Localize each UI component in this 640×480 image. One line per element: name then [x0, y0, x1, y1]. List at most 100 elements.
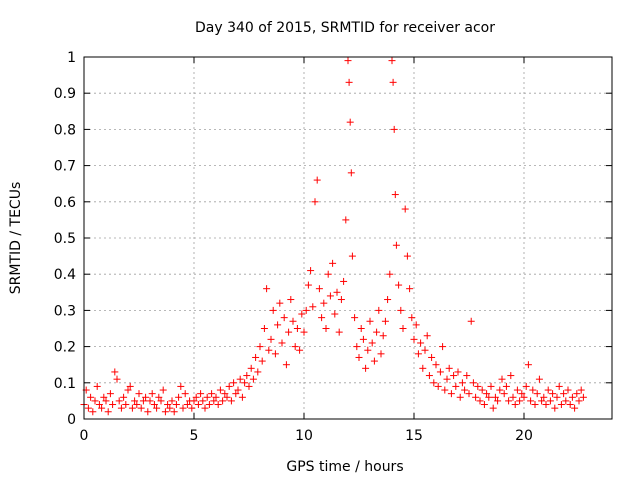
grid	[84, 57, 612, 419]
data-point	[377, 350, 385, 358]
data-point	[454, 368, 462, 376]
data-point	[131, 397, 139, 405]
data-point	[553, 393, 561, 401]
data-point	[391, 191, 399, 199]
x-tick-label: 20	[515, 428, 533, 444]
data-point	[535, 375, 543, 383]
data-point	[139, 397, 147, 405]
data-point	[346, 118, 354, 126]
data-point	[287, 296, 295, 304]
data-point	[320, 299, 328, 307]
data-point	[302, 306, 310, 314]
data-point	[551, 404, 559, 412]
data-point	[513, 386, 521, 394]
y-tick-label: 0	[67, 412, 76, 428]
data-point	[357, 325, 365, 332]
data-point	[150, 401, 158, 409]
data-point	[465, 390, 473, 398]
data-point	[243, 372, 251, 380]
data-point	[579, 393, 587, 401]
data-point	[390, 125, 398, 133]
data-point	[529, 386, 537, 394]
data-point	[353, 343, 361, 351]
data-point	[300, 328, 308, 336]
data-point	[478, 386, 486, 394]
data-point	[533, 390, 541, 398]
data-point	[538, 397, 546, 405]
data-point	[507, 372, 515, 380]
data-point	[428, 353, 436, 361]
data-point	[458, 379, 466, 387]
y-axis-label: SRMTID / TECUs	[8, 182, 24, 295]
data-point	[188, 404, 196, 412]
data-point	[190, 397, 198, 405]
data-point	[399, 325, 407, 332]
data-point	[381, 317, 389, 325]
data-point	[549, 390, 557, 398]
data-point	[425, 372, 433, 380]
data-point	[412, 321, 420, 329]
data-point	[476, 397, 484, 405]
y-tick-label: 0.5	[54, 231, 76, 247]
data-point	[542, 401, 550, 409]
data-point	[324, 270, 332, 278]
data-point	[227, 397, 235, 405]
data-point	[201, 404, 209, 412]
y-tick-label: 0.9	[54, 86, 76, 102]
data-point	[258, 357, 266, 365]
data-point	[326, 292, 334, 300]
data-point	[236, 375, 244, 383]
data-point	[434, 382, 442, 390]
data-point	[417, 339, 425, 347]
data-point	[348, 252, 356, 260]
data-point	[359, 335, 367, 343]
data-point	[577, 386, 585, 394]
data-point	[238, 393, 246, 401]
data-point	[117, 404, 125, 412]
y-tick-label: 0.4	[54, 267, 76, 283]
data-point	[555, 382, 563, 390]
data-point	[368, 339, 376, 347]
data-point	[364, 346, 372, 354]
data-point	[260, 325, 268, 332]
x-tick-label: 0	[80, 428, 89, 444]
data-point	[524, 361, 532, 369]
data-point	[172, 401, 180, 409]
data-point	[467, 317, 475, 325]
data-point	[386, 270, 394, 278]
data-point	[144, 408, 152, 416]
y-tick-label: 0.7	[54, 159, 76, 175]
data-point	[544, 386, 552, 394]
data-point	[540, 393, 548, 401]
data-point	[432, 361, 440, 369]
data-point	[430, 379, 438, 387]
data-point	[345, 78, 353, 86]
data-point	[392, 241, 400, 249]
data-point	[388, 57, 396, 65]
data-point	[483, 390, 491, 398]
data-point	[135, 390, 143, 398]
data-point	[463, 372, 471, 380]
data-point	[102, 397, 110, 405]
data-point	[230, 379, 238, 387]
data-point	[232, 390, 240, 398]
data-point	[166, 404, 174, 412]
data-point	[142, 393, 150, 401]
data-point	[485, 393, 493, 401]
data-point	[304, 281, 312, 289]
data-point	[271, 350, 279, 358]
x-tick-label: 15	[405, 428, 423, 444]
data-point	[199, 397, 207, 405]
data-point	[153, 404, 161, 412]
data-point	[474, 382, 482, 390]
data-point	[329, 259, 337, 267]
data-point	[395, 281, 403, 289]
data-point	[89, 408, 97, 416]
data-point	[126, 382, 134, 390]
data-point	[128, 404, 136, 412]
data-point	[254, 368, 262, 376]
data-point	[406, 285, 414, 293]
data-point	[91, 397, 99, 405]
data-point	[197, 390, 205, 398]
data-point	[489, 404, 497, 412]
